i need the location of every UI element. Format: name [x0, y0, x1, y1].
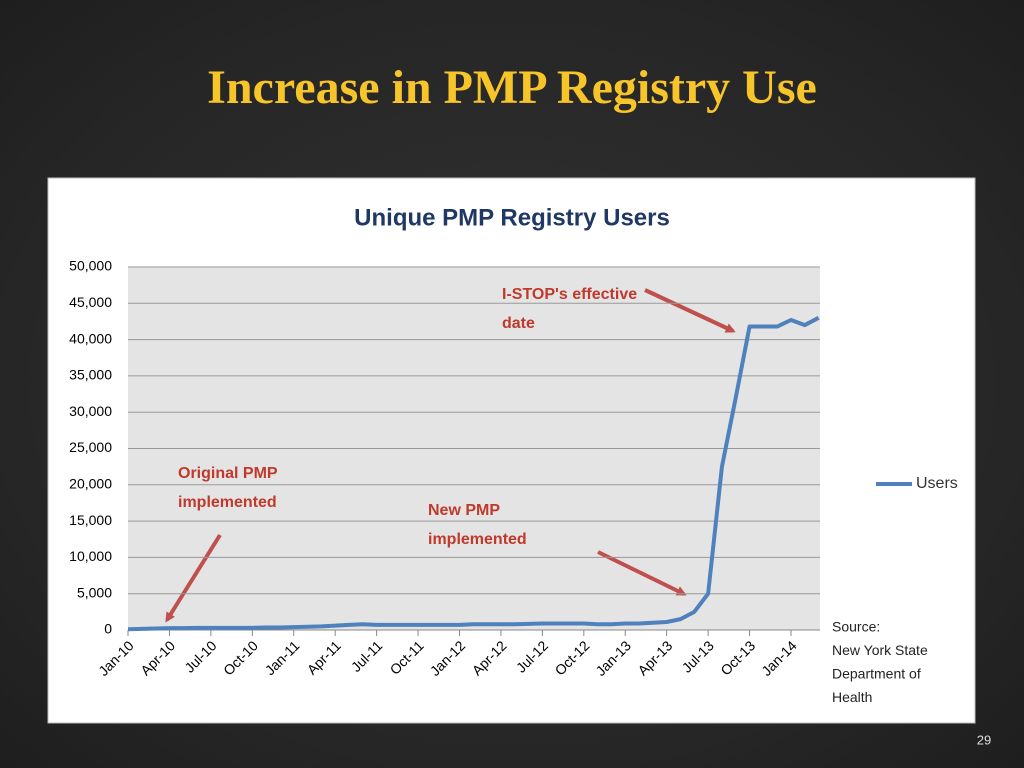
page-number: 29 [977, 732, 991, 747]
data-line [127, 316, 820, 632]
chart-title: Unique PMP Registry Users [354, 204, 670, 231]
source-note: Health [832, 689, 872, 705]
source-note: Source: [832, 619, 880, 635]
y-tick-label: 0 [104, 621, 112, 637]
arrow [644, 288, 736, 333]
annotation: New PMP [428, 502, 500, 519]
annotation: implemented [428, 531, 527, 548]
annotation: implemented [178, 494, 277, 511]
annotation: date [502, 315, 535, 332]
y-tick-label: 15,000 [69, 512, 112, 528]
y-tick-label: 30,000 [69, 403, 112, 419]
source-note: New York State [832, 642, 928, 658]
y-tick-label: 25,000 [69, 439, 112, 455]
legend-label: Users [916, 475, 958, 492]
y-tick-label: 50,000 [69, 258, 112, 274]
arrow [165, 533, 222, 623]
annotation: Original PMP [178, 465, 278, 482]
source-note: Department of [832, 666, 921, 682]
y-tick-label: 5,000 [77, 584, 112, 600]
y-tick-label: 40,000 [69, 330, 112, 346]
slide-title: Increase in PMP Registry Use [207, 61, 817, 114]
y-tick-label: 45,000 [69, 294, 112, 310]
y-tick-label: 35,000 [69, 367, 112, 383]
annotation: I-STOP's effective [502, 286, 637, 303]
arrow [597, 550, 687, 596]
y-tick-label: 10,000 [69, 548, 112, 564]
y-tick-label: 20,000 [69, 476, 112, 492]
